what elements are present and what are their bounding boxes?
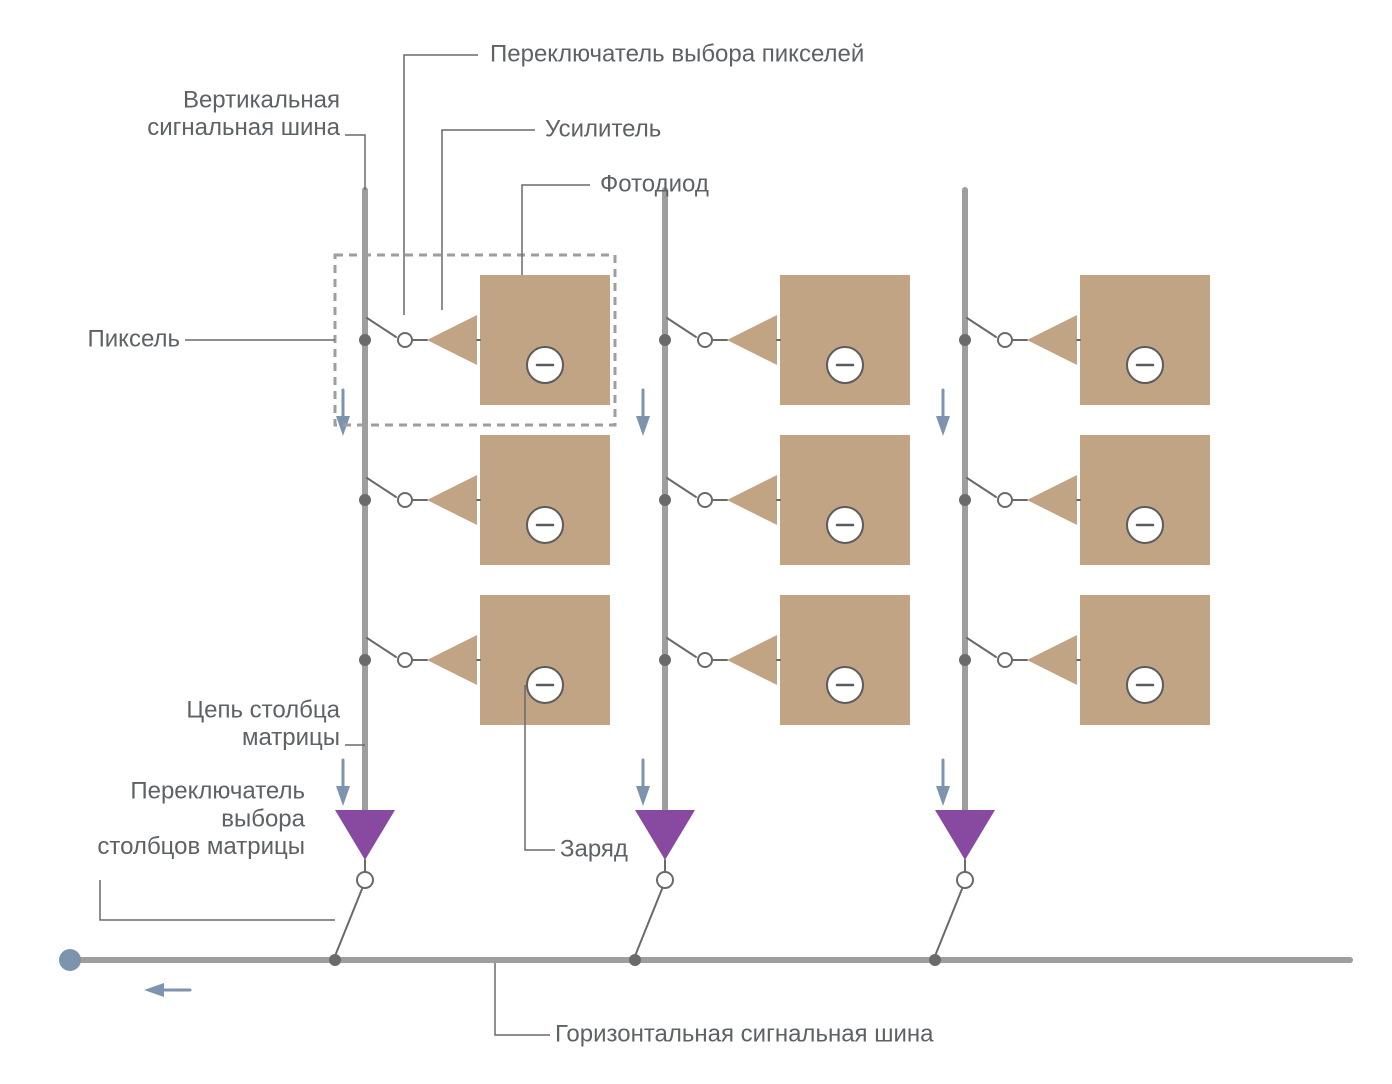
pixel-cell (659, 595, 910, 725)
svg-text:столбцов матрицы: столбцов матрицы (97, 833, 305, 860)
column (929, 190, 1210, 966)
photodiode (480, 435, 610, 565)
svg-text:Переключатель выбора пикселей: Переключатель выбора пикселей (490, 40, 864, 67)
label-pixel_switch: Переключатель выбора пикселей (490, 40, 864, 67)
label-amp: Усилитель (545, 115, 661, 142)
left-arrow-icon (144, 983, 190, 997)
down-arrow-icon (936, 760, 950, 806)
svg-text:Фотодиод: Фотодиод (600, 170, 709, 197)
down-arrow-icon (936, 390, 950, 436)
label-photodiode: Фотодиод (600, 170, 709, 197)
label-col_chain: Цепь столбцаматрицы (186, 697, 340, 752)
callout-line (495, 963, 550, 1035)
photodiode (1080, 275, 1210, 405)
photodiode (1080, 435, 1210, 565)
photodiode (480, 595, 610, 725)
label-charge: Заряд (560, 835, 628, 862)
photodiode (780, 595, 910, 725)
label-hbus: Горизонтальная сигнальная шина (555, 1020, 934, 1047)
pixel-cell (959, 435, 1210, 565)
cmos-sensor-diagram: Переключатель выбора пикселей Вертикальна… (0, 0, 1392, 1084)
callout-line (404, 55, 478, 315)
down-arrow-icon (636, 390, 650, 436)
svg-text:Цепь столбца: Цепь столбца (186, 697, 340, 724)
label-vbus: Вертикальнаясигнальная шина (147, 87, 340, 142)
column-foot (329, 810, 395, 966)
pixel-cell (959, 275, 1210, 405)
svg-text:Переключатель: Переключатель (130, 778, 305, 805)
column-foot (929, 810, 995, 966)
photodiode (780, 275, 910, 405)
down-arrow-icon (636, 760, 650, 806)
down-arrow-icon (336, 760, 350, 806)
down-arrow-icon (336, 390, 350, 436)
column (629, 190, 910, 966)
svg-text:выбора: выбора (221, 805, 305, 832)
photodiode (480, 275, 610, 405)
pixel-cell (359, 435, 610, 565)
column-foot (629, 810, 695, 966)
callout-line (345, 135, 365, 190)
pixel-cell (359, 275, 610, 405)
callout-line (100, 880, 335, 920)
label-pixel: Пиксель (88, 325, 180, 352)
pixel-cell (359, 595, 610, 725)
svg-text:Пиксель: Пиксель (88, 325, 180, 352)
label-col_switch: Переключательвыборастолбцов матрицы (97, 778, 305, 860)
svg-text:сигнальная шина: сигнальная шина (147, 114, 340, 141)
pixel-cell (659, 275, 910, 405)
svg-text:матрицы: матрицы (242, 724, 340, 751)
svg-text:Вертикальная: Вертикальная (183, 87, 340, 114)
svg-text:Горизонтальная сигнальная шина: Горизонтальная сигнальная шина (555, 1020, 934, 1047)
svg-text:Заряд: Заряд (560, 835, 628, 862)
diagram-root: Переключатель выбора пикселей Вертикальна… (59, 40, 1350, 1047)
callout-line (522, 185, 590, 275)
svg-text:Усилитель: Усилитель (545, 115, 661, 142)
pixel-cell (959, 595, 1210, 725)
pixel-cell (659, 435, 910, 565)
photodiode (1080, 595, 1210, 725)
photodiode (780, 435, 910, 565)
